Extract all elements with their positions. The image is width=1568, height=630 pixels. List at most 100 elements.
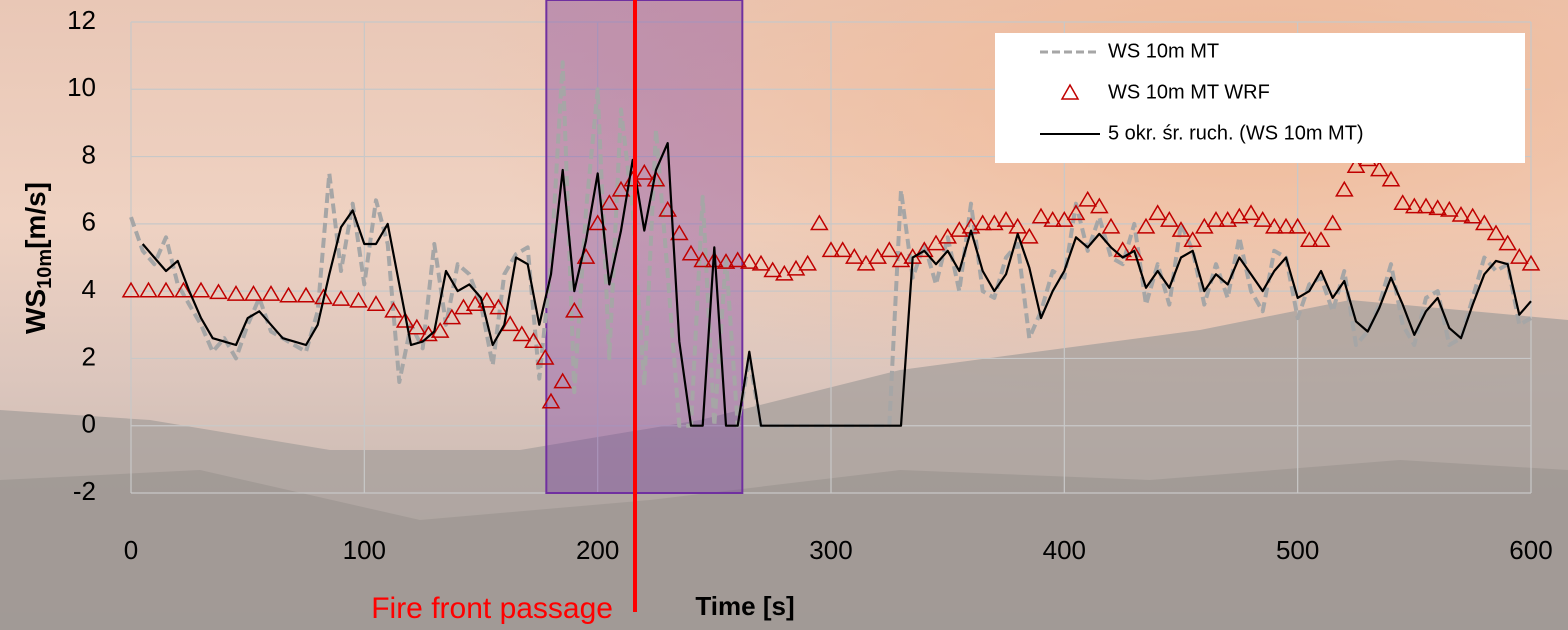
y-label-unit: [m/s] [20, 182, 51, 249]
marker [261, 285, 281, 301]
marker [1160, 211, 1179, 227]
marker [1253, 211, 1272, 227]
marker [1218, 211, 1237, 227]
marker [430, 322, 450, 338]
marker [535, 348, 555, 365]
marker [1440, 200, 1459, 217]
marker [489, 298, 508, 315]
marker [121, 281, 141, 298]
legend-label: WS 10m MT WRF [1108, 81, 1270, 103]
marker [384, 301, 403, 318]
marker [1241, 204, 1261, 221]
marker [1101, 217, 1121, 234]
marker [349, 291, 368, 308]
marker [407, 318, 427, 335]
marker [1370, 160, 1389, 177]
marker [693, 251, 712, 268]
marker [635, 163, 654, 180]
marker [833, 241, 852, 258]
marker [1300, 231, 1319, 248]
marker [996, 211, 1016, 227]
y-tick-label: 2 [82, 341, 96, 371]
legend-label: 5 okr. śr. ruch. (WS 10m MT) [1108, 122, 1364, 144]
marker [454, 298, 473, 315]
marker [1521, 254, 1541, 271]
marker [611, 180, 631, 197]
marker [950, 221, 969, 237]
y-label-main: WS [20, 289, 51, 334]
y-tick-label: 0 [82, 409, 96, 439]
marker [1498, 234, 1517, 251]
marker [1475, 214, 1494, 231]
marker [296, 286, 316, 303]
marker [1486, 224, 1506, 241]
marker [600, 194, 619, 211]
x-tick-label: 400 [1043, 535, 1086, 565]
x-tick-label: 300 [809, 535, 852, 565]
marker [244, 285, 263, 301]
marker [880, 241, 899, 258]
marker [1381, 170, 1401, 187]
legend: WS 10m MT WS 10m MT WRF 5 okr. śr. ruch. (… [995, 33, 1525, 163]
shaded-region [545, 0, 744, 494]
marker [553, 372, 572, 389]
marker [156, 281, 176, 298]
marker [798, 254, 817, 271]
marker [1031, 207, 1051, 224]
marker [565, 301, 584, 318]
marker [209, 283, 228, 300]
x-tick-label: 200 [576, 535, 619, 565]
x-tick-label: 600 [1509, 535, 1552, 565]
marker [1323, 214, 1342, 231]
marker [1510, 248, 1529, 264]
marker [500, 315, 520, 332]
marker [279, 286, 298, 303]
annotation-text: Fire front passage [371, 592, 613, 625]
marker [524, 332, 543, 348]
marker [845, 248, 864, 264]
y-axis-label: WS10m[m/s] [20, 182, 56, 334]
marker [1230, 207, 1249, 224]
marker [1078, 190, 1097, 207]
marker [366, 295, 386, 311]
marker [1206, 211, 1226, 227]
marker [191, 281, 211, 298]
marker [1416, 197, 1436, 214]
marker [1136, 217, 1156, 234]
marker [588, 214, 607, 231]
marker [1393, 194, 1412, 211]
marker [763, 261, 782, 278]
legend-marker [1060, 83, 1080, 100]
marker [740, 253, 759, 269]
marker [442, 308, 462, 325]
marker [1428, 199, 1447, 216]
marker [1265, 217, 1284, 234]
marker [1148, 204, 1167, 221]
series-line [141, 142, 1532, 427]
marker [751, 254, 771, 271]
marker [331, 290, 351, 306]
marker [465, 295, 485, 311]
marker [821, 241, 841, 258]
marker [1066, 204, 1086, 221]
marker [1020, 227, 1039, 244]
marker [810, 214, 829, 231]
marker [512, 325, 532, 342]
marker [139, 281, 158, 298]
y-label-sub: 10m [34, 249, 56, 289]
x-tick-label: 100 [343, 535, 386, 565]
hill [0, 460, 1568, 630]
marker [681, 244, 701, 261]
marker [477, 291, 497, 308]
x-tick-label: 0 [124, 535, 138, 565]
marker [1288, 217, 1307, 234]
marker [985, 214, 1004, 231]
y-tick-label: 10 [67, 72, 96, 102]
legend-label: WS 10m MT [1108, 40, 1219, 62]
marker [1451, 205, 1471, 222]
marker [728, 251, 747, 268]
y-tick-label: 8 [82, 139, 96, 169]
legend-box [995, 33, 1525, 163]
marker [1183, 231, 1202, 248]
marker [716, 253, 736, 269]
